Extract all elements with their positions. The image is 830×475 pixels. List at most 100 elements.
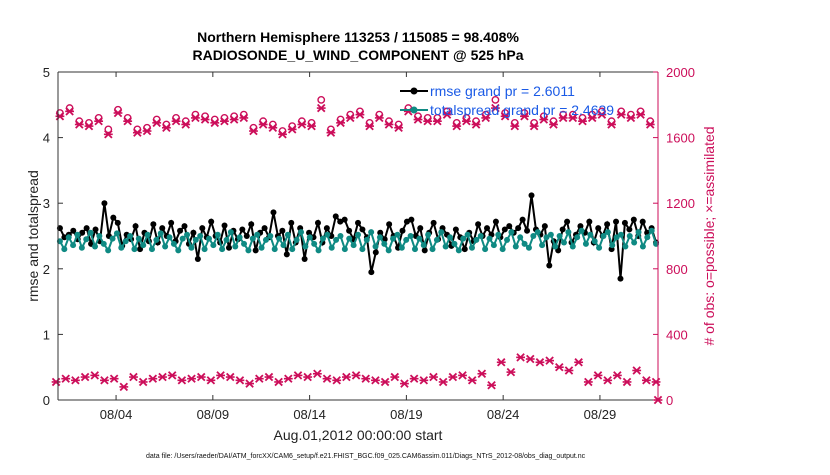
obs-assimilated-point — [171, 116, 181, 126]
obs-assimilated-point — [158, 372, 167, 382]
spread-point — [284, 231, 291, 238]
chart-title-line2: RADIOSONDE_U_WIND_COMPONENT @ 525 hPa — [192, 47, 523, 63]
spread-point — [140, 242, 147, 249]
spread-point — [455, 247, 462, 254]
obs-assimilated-point — [564, 366, 574, 375]
obs-assimilated-point — [274, 377, 284, 387]
spread-point — [512, 243, 519, 250]
rmse-point — [332, 213, 339, 220]
spread-point — [245, 247, 252, 254]
rmse-point — [270, 209, 277, 216]
obs-assimilated-point — [129, 372, 138, 382]
spread-point — [609, 242, 616, 249]
x-tick-label: 08/09 — [197, 407, 230, 422]
series-layer — [51, 95, 663, 405]
spread-point — [227, 229, 234, 236]
obs-assimilated-point — [113, 108, 123, 118]
obs-assimilated-point — [549, 120, 558, 129]
rmse-point — [168, 219, 175, 226]
spread-point — [591, 238, 598, 245]
obs-assimilated-point — [326, 128, 336, 137]
rmse-point — [506, 223, 513, 230]
spread-point — [543, 234, 550, 241]
legend-rmse-label: rmse grand pr = 2.6011 — [430, 83, 575, 99]
obs-assimilated-point — [268, 123, 278, 132]
legend-spread-label: totalspread grand pr = 2.4639 — [430, 102, 614, 118]
spread-point — [306, 234, 313, 241]
rmse-point — [181, 223, 188, 230]
obs-assimilated-point — [148, 374, 158, 383]
spread-point — [425, 231, 432, 238]
obs-assimilated-point — [380, 377, 390, 387]
obs-assimilated-point — [587, 113, 597, 123]
spread-point — [201, 246, 208, 253]
rmse-point — [346, 227, 353, 234]
rmse-point — [248, 221, 255, 228]
spread-point — [65, 234, 72, 241]
obs-assimilated-point — [429, 372, 438, 382]
obs-assimilated-point — [258, 120, 268, 129]
spread-point — [411, 246, 418, 253]
spread-point — [258, 244, 265, 251]
spread-point — [565, 229, 572, 236]
obs-assimilated-point — [90, 371, 100, 380]
rmse-point — [252, 247, 259, 254]
obs-assimilated-point — [216, 371, 225, 380]
obs-assimilated-point — [361, 374, 371, 383]
obs-assimilated-point — [374, 113, 384, 123]
spread-point — [148, 246, 155, 253]
spread-point — [359, 246, 366, 253]
rmse-point — [613, 218, 620, 225]
obs-assimilated-point — [200, 115, 210, 124]
obs-assimilated-point — [71, 376, 80, 385]
rmse-point — [114, 219, 121, 226]
rmse-point — [604, 221, 611, 228]
rmse-point — [577, 223, 584, 230]
spread-point — [578, 227, 585, 234]
spread-point — [556, 233, 563, 239]
spread-point — [92, 243, 99, 250]
obs-assimilated-point — [632, 366, 642, 375]
obs-assimilated-point — [191, 113, 200, 123]
spread-point — [188, 244, 195, 251]
obs-assimilated-point — [510, 121, 520, 131]
rmse-point — [199, 225, 206, 232]
spread-point — [153, 236, 160, 243]
spread-point — [179, 235, 186, 242]
obs-assimilated-point — [500, 112, 510, 121]
obs-assimilated-point — [167, 371, 177, 380]
y-right-tick-label: 1600 — [666, 131, 695, 146]
footer-data-file: data file: /Users/raeder/DAI/ATM_forcXX/… — [146, 453, 586, 460]
obs-assimilated-point — [51, 377, 61, 387]
spread-point — [587, 231, 594, 238]
spread-point — [328, 244, 335, 251]
rmse-point — [323, 225, 330, 232]
obs-assimilated-point — [307, 121, 316, 131]
x-tick-label: 08/19 — [390, 407, 423, 422]
x-tick-label: 08/14 — [293, 407, 326, 422]
spread-point — [407, 233, 414, 239]
obs-assimilated-point — [452, 121, 462, 131]
y-right-tick-label: 2000 — [666, 65, 695, 80]
spread-point — [70, 242, 77, 249]
obs-assimilated-point — [187, 374, 196, 383]
obs-assimilated-point — [554, 362, 564, 372]
spread-point — [468, 244, 475, 251]
spread-point — [223, 236, 230, 243]
spread-point — [613, 234, 620, 241]
spread-point — [490, 242, 497, 249]
spread-point — [486, 235, 493, 242]
spread-point — [438, 229, 445, 236]
y-left-tick-label: 1 — [43, 327, 50, 342]
legend-spread-marker — [410, 106, 418, 114]
spread-point — [600, 233, 607, 239]
spread-point — [508, 229, 515, 236]
spread-point — [644, 234, 651, 241]
rmse-point — [355, 219, 361, 226]
rmse-point — [301, 255, 308, 262]
obs-assimilated-point — [196, 372, 206, 382]
spread-point — [205, 235, 212, 242]
obs-assimilated-point — [400, 379, 409, 388]
